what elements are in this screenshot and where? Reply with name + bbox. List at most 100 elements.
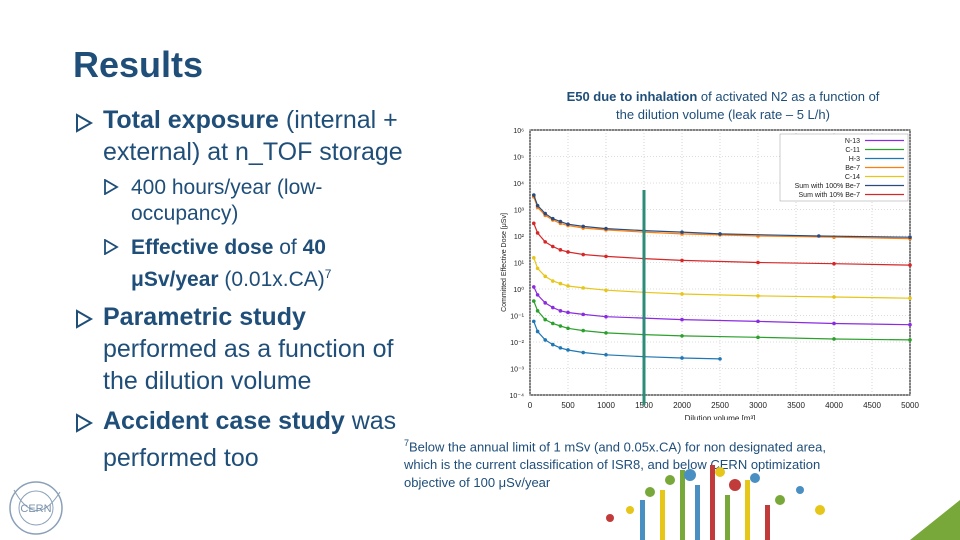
y-tick-label: 10⁻⁴ [510,393,525,400]
data-point [604,331,608,335]
data-point [558,309,563,313]
data-point [535,293,540,297]
y-tick-label: 10⁻³ [510,367,524,374]
data-point [543,211,547,216]
data-point [532,256,536,260]
legend-label: Sum with 100% Be-7 [795,183,860,190]
data-point [566,250,570,254]
data-point [680,317,684,322]
data-point [718,232,722,236]
legend-label: N-13 [845,138,860,145]
legend-label: C-14 [845,174,860,181]
decorative-tree-graphic [606,465,825,540]
y-tick-label: 10⁻² [510,340,524,347]
data-point [551,244,555,249]
data-point [908,263,912,267]
data-point [680,258,684,263]
x-tick-label: 1000 [597,401,615,410]
data-point [532,193,536,197]
data-point [832,295,836,299]
bullet-parametric-line2: performed as a function of [103,335,394,363]
data-point [908,296,912,300]
y-tick-label: 10³ [514,208,525,215]
arrow-bullet-icon [76,113,94,133]
svg-text:CERN: CERN [20,503,51,515]
legend-label: H-3 [849,156,860,163]
data-point [581,312,585,317]
data-point [817,234,821,238]
data-point [535,329,540,334]
data-point [543,274,547,279]
x-tick-label: 1500 [635,401,653,410]
y-tick-label: 10⁻¹ [510,314,524,321]
data-point [535,203,540,208]
bullet-parametric-line3: the dilution volume [103,367,312,395]
highlight-line [642,190,646,405]
arrow-bullet-icon [76,309,94,329]
data-point [680,230,684,234]
data-point [551,279,555,283]
y-tick-label: 10⁴ [513,181,524,188]
data-point [543,317,547,322]
chart-title: E50 due to inhalation of activated N2 as… [566,89,880,122]
data-point [543,338,547,342]
data-point [756,319,760,324]
data-point [756,294,760,298]
sub-bullet-hours: 400 hours/year (low- [131,176,323,199]
y-tick-label: 10¹ [514,261,525,268]
data-point [558,281,563,286]
data-point [535,309,540,313]
data-point [604,314,608,319]
bullet-parametric: Parametric study [103,303,306,331]
data-point [604,254,608,259]
page-number-badge [910,500,960,540]
y-tick-label: 10⁶ [513,128,524,135]
data-point [680,334,684,338]
slide-title: Results [73,44,204,85]
sub-bullet-hours-line2: occupancy) [131,202,239,225]
data-point [532,221,536,226]
data-point [832,261,836,266]
data-point [558,219,563,224]
data-point [566,284,570,288]
sub-bullet-effective-dose-line2: μSv/year (0.01x.CA)7 [131,267,332,291]
data-point [756,335,760,340]
bullet-accident-line2: performed too [103,444,259,472]
data-point [558,324,563,328]
bullet-total-exposure-line2: external) at n_TOF storage [103,138,403,166]
legend-label: Sum with 10% Be-7 [799,192,861,199]
y-tick-label: 10⁵ [513,155,524,162]
data-point [604,352,608,357]
footnote: 7Below the annual limit of 1 mSv (and 0.… [404,438,826,491]
data-point [908,338,912,342]
page-number: 11 [927,503,938,514]
arrow-bullet-icon [104,239,119,255]
data-point [532,299,536,303]
data-point [566,348,570,352]
x-tick-label: 4000 [825,401,843,410]
x-tick-label: 2000 [673,401,691,410]
sub-bullet-effective-dose: Effective dose of 40 [131,236,326,259]
data-point [680,356,684,360]
x-tick-label: 3500 [787,401,805,410]
data-point [581,328,585,333]
data-point [551,321,555,326]
data-point [604,288,608,293]
data-point [532,319,536,324]
bullet-accident: Accident case study was [103,407,397,435]
y-tick-label: 10² [514,234,525,241]
data-point [558,346,563,350]
data-point [581,286,585,290]
data-point [908,235,912,240]
data-point [908,322,912,327]
x-axis-label: Dilution volume [m³] [685,414,756,420]
data-point [832,337,836,341]
data-point [718,357,722,361]
arrow-bullet-icon [76,413,94,433]
data-point [535,231,540,235]
data-point [558,248,563,252]
data-point [543,301,547,305]
x-tick-label: 5000 [901,401,919,410]
x-tick-label: 500 [561,401,575,410]
data-point [604,226,608,231]
